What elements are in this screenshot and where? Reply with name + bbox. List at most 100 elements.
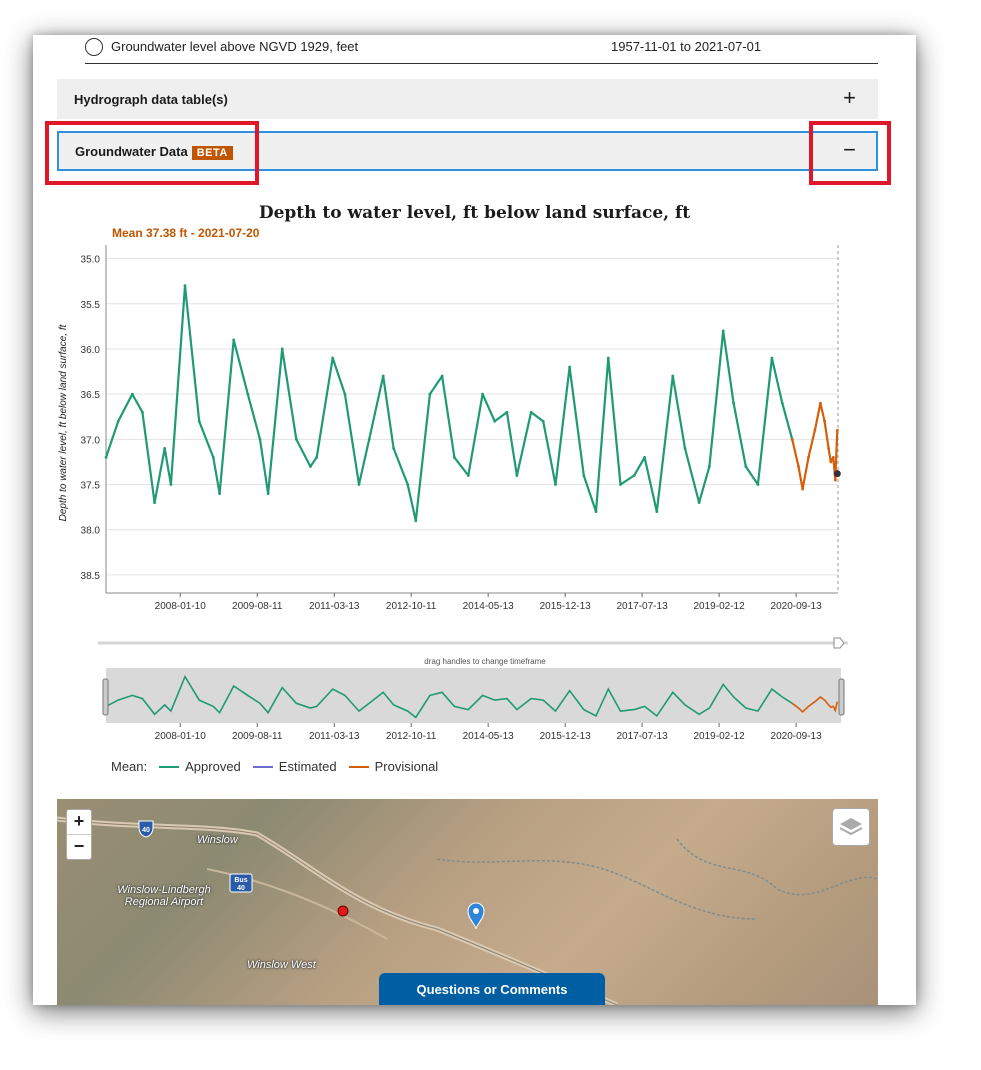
data-point-approved	[315, 456, 319, 459]
parameter-row[interactable]: Groundwater level above NGVD 1929, feet …	[85, 35, 878, 64]
data-point-provisional	[797, 465, 800, 468]
y-tick-label: 35.0	[81, 255, 101, 266]
x-tick-label: 2014-05-13	[463, 731, 515, 742]
y-tick-label: 38.5	[81, 571, 101, 582]
location-pin-icon[interactable]	[467, 902, 485, 930]
y-axis-label: Depth to water level, ft below land surf…	[58, 323, 69, 521]
data-point-approved	[466, 474, 470, 477]
data-point-approved	[294, 437, 298, 441]
data-point-approved	[130, 392, 134, 396]
data-point-approved	[732, 401, 735, 405]
site-map[interactable]: 40 Bus 40 + − Winslow Winslow-Lindbergh …	[57, 799, 878, 1005]
groundwater-data-accordion[interactable]: Groundwater Data BETA −	[57, 131, 878, 171]
y-tick-label: 35.5	[81, 300, 101, 311]
data-point-approved	[163, 446, 167, 450]
layers-icon	[839, 818, 863, 836]
accordion-label: Groundwater Data BETA	[75, 144, 233, 160]
x-tick-label: 2011-03-13	[309, 601, 360, 612]
brush-area[interactable]	[106, 668, 841, 723]
brush-x-axis-ticks: 2008-01-10 2009-08-11 2011-03-13 2012-10-11…	[155, 723, 822, 742]
series-line-approved	[104, 284, 794, 522]
data-point-approved	[632, 474, 636, 477]
data-point-approved	[357, 483, 361, 486]
highlight-box-left	[45, 121, 259, 185]
x-tick-label: 2019-02-12	[694, 601, 746, 612]
data-point-approved	[541, 419, 545, 423]
data-point-provisional	[833, 478, 837, 482]
x-tick-label: 2014-05-13	[463, 601, 515, 612]
questions-comments-button[interactable]: Questions or Comments	[379, 973, 605, 1005]
data-point-approved	[104, 456, 108, 459]
expand-icon[interactable]: +	[843, 85, 856, 110]
data-point-approved	[594, 510, 598, 514]
legend-swatch-provisional	[348, 765, 369, 768]
data-point-approved	[116, 419, 120, 423]
data-point-approved	[756, 483, 760, 486]
data-point-approved	[671, 374, 675, 378]
data-point-approved	[707, 465, 711, 468]
data-point-approved	[529, 410, 533, 414]
x-tick-label: 2008-01-10	[155, 601, 207, 612]
parameter-radio[interactable]	[85, 38, 103, 56]
data-point-approved	[440, 374, 444, 378]
zoom-in-button[interactable]: +	[67, 810, 91, 835]
data-point-approved	[721, 329, 725, 333]
data-point-approved	[258, 437, 262, 441]
layers-button[interactable]	[832, 808, 870, 846]
data-point-approved	[655, 510, 659, 514]
interstate-shield-label: 40	[142, 827, 150, 834]
data-point-approved	[406, 483, 410, 486]
data-point-approved	[367, 437, 371, 441]
data-point-provisional	[801, 487, 805, 491]
data-point-approved	[197, 419, 201, 423]
data-point-approved	[183, 284, 187, 288]
y-tick-label: 37.5	[81, 481, 101, 492]
x-tick-label: 2020-09-13	[771, 601, 823, 612]
map-features: 40 Bus 40	[57, 816, 878, 1005]
x-tick-label: 2011-03-13	[309, 731, 360, 742]
latest-value-marker[interactable]	[833, 470, 841, 478]
data-point-approved	[211, 456, 215, 459]
business-route-shield-icon	[229, 873, 253, 893]
site-marker[interactable]	[337, 905, 349, 917]
data-point-approved	[493, 419, 497, 423]
data-point-approved	[232, 338, 236, 342]
hydrograph-chart[interactable]: 35.0 35.5 36.0 36.5 37.0 37.5 38.0 38.5 2008-01…	[33, 35, 916, 755]
legend-approved: Approved	[185, 759, 241, 774]
data-point-approved	[606, 356, 610, 360]
data-point-provisional	[790, 437, 794, 441]
data-point-approved	[309, 465, 312, 468]
data-point-approved	[153, 501, 156, 505]
y-tick-label: 36.0	[81, 345, 101, 356]
hydrograph-table-accordion[interactable]: Hydrograph data table(s) +	[57, 79, 878, 119]
brush-right-handle[interactable]	[838, 678, 845, 716]
brush-note: drag handles to change timeframe	[424, 657, 546, 666]
data-point-approved	[643, 456, 646, 459]
data-point-approved	[246, 392, 250, 396]
chart-legend: Mean: Approved Estimated Provisional	[111, 759, 438, 774]
data-point-provisional	[831, 456, 835, 459]
data-point-approved	[381, 374, 385, 378]
x-tick-label: 2009-08-11	[232, 601, 283, 612]
collapse-icon[interactable]: −	[843, 137, 856, 162]
x-tick-label: 2017-07-13	[616, 601, 668, 612]
zoom-out-button[interactable]: −	[73, 836, 85, 856]
data-point-approved	[266, 492, 270, 495]
data-point-approved	[218, 492, 221, 495]
x-tick-label: 2015-12-13	[540, 731, 592, 742]
interstate-shield-icon	[138, 820, 154, 838]
x-tick-label: 2019-02-12	[694, 731, 746, 742]
brush-series	[105, 674, 839, 719]
legend-provisional: Provisional	[374, 759, 439, 774]
timeframe-slider-handle[interactable]	[833, 637, 845, 649]
x-axis-ticks: 2008-01-10 2009-08-11 2011-03-13 2012-10-11…	[155, 593, 822, 612]
map-label-winslow-west: Winslow West	[247, 959, 316, 971]
x-tick-label: 2017-07-13	[616, 731, 668, 742]
data-point-approved	[780, 401, 784, 405]
data-point-approved	[331, 356, 335, 360]
x-tick-label: 2012-10-11	[386, 731, 437, 742]
x-tick-label: 2020-09-13	[771, 731, 823, 742]
brush-left-handle[interactable]	[102, 678, 109, 716]
data-point-approved	[428, 392, 432, 396]
brush-line-provisional	[791, 695, 839, 713]
